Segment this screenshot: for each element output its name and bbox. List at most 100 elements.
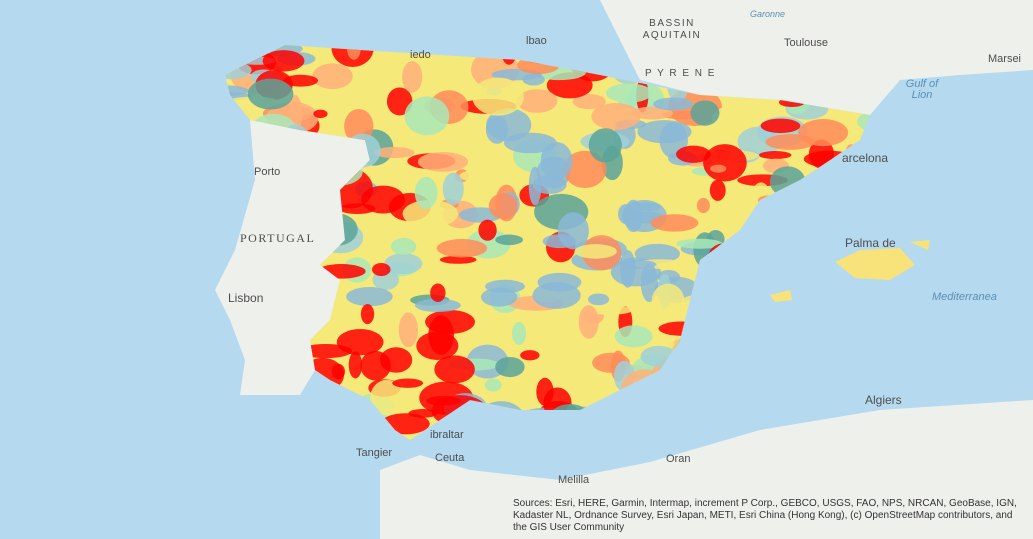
raster-patch bbox=[624, 199, 643, 233]
raster-patch bbox=[578, 305, 599, 339]
raster-patch bbox=[522, 73, 545, 86]
raster-patch bbox=[371, 262, 391, 277]
raster-patch bbox=[591, 102, 641, 130]
place-label: Algiers bbox=[865, 393, 902, 407]
raster-patch bbox=[386, 87, 413, 116]
place-label: P Y R E N E bbox=[645, 68, 716, 79]
raster-patch bbox=[484, 378, 502, 392]
raster-patch bbox=[690, 100, 720, 126]
raster-patch bbox=[711, 105, 754, 133]
raster-patch bbox=[520, 350, 540, 361]
raster-patch bbox=[563, 150, 607, 189]
portugal bbox=[215, 120, 370, 395]
raster-patch bbox=[373, 147, 415, 158]
raster-patch bbox=[495, 234, 523, 246]
raster-patch bbox=[439, 255, 477, 264]
place-label: Lisbon bbox=[228, 291, 263, 305]
raster-patch bbox=[696, 197, 710, 214]
raster-patch bbox=[605, 83, 652, 103]
raster-patch bbox=[484, 279, 526, 294]
place-label: Tangier bbox=[356, 447, 392, 459]
raster-patch bbox=[495, 356, 525, 378]
raster-patch bbox=[651, 283, 685, 319]
raster-patch bbox=[676, 238, 723, 249]
place-label: Porto bbox=[254, 166, 280, 178]
raster-patch bbox=[758, 151, 792, 160]
place-label: Ceuta bbox=[435, 452, 465, 464]
raster-patch bbox=[360, 304, 375, 325]
raster-patch bbox=[430, 283, 446, 303]
country-label: PORTUGAL bbox=[240, 231, 315, 245]
raster-patch bbox=[574, 244, 617, 259]
sea-label: Mediterranea bbox=[932, 291, 997, 303]
raster-patch bbox=[503, 132, 557, 154]
place-label: Toulouse bbox=[784, 37, 828, 49]
raster-patch bbox=[637, 120, 692, 144]
place-label: Palma de bbox=[845, 236, 896, 250]
place-label: Oran bbox=[666, 453, 690, 465]
place-label: arcelona bbox=[842, 151, 888, 165]
raster-patch bbox=[478, 219, 497, 241]
raster-patch bbox=[425, 310, 475, 334]
raster-patch bbox=[539, 329, 568, 355]
balearic-islands bbox=[770, 240, 930, 302]
raster-patch bbox=[488, 193, 518, 219]
raster-patch bbox=[459, 170, 488, 182]
place-label: Marsei bbox=[988, 53, 1021, 65]
raster-patch bbox=[392, 378, 424, 388]
raster-patch bbox=[653, 97, 694, 111]
sea-label: Gulf of bbox=[906, 78, 939, 90]
attribution: Sources: Esri, HERE, Garmin, Intermap, i… bbox=[513, 498, 1017, 533]
place-label: BASSIN bbox=[649, 18, 695, 29]
place-label: iedo bbox=[410, 49, 431, 61]
raster-patch bbox=[634, 243, 680, 264]
raster-patch bbox=[587, 293, 610, 306]
raster-patch bbox=[346, 286, 393, 307]
raster-patch bbox=[404, 96, 450, 136]
raster-patch bbox=[798, 119, 849, 147]
raster-patch bbox=[312, 63, 353, 90]
raster-patch bbox=[676, 145, 711, 163]
raster-patch bbox=[384, 253, 423, 275]
france bbox=[600, 0, 1033, 115]
africa bbox=[380, 400, 1033, 539]
raster-patch bbox=[442, 172, 464, 206]
raster-patch bbox=[532, 281, 581, 309]
raster-patch bbox=[485, 115, 509, 144]
sea-label: Lion bbox=[912, 89, 933, 101]
place-label: lbao bbox=[526, 35, 547, 47]
raster-patch bbox=[703, 144, 747, 182]
raster-patch bbox=[709, 179, 726, 201]
raster-patch bbox=[572, 93, 606, 110]
raster-patch bbox=[540, 141, 573, 180]
raster-patch bbox=[434, 355, 475, 384]
raster-patch bbox=[511, 322, 527, 345]
raster-patch bbox=[760, 118, 801, 134]
raster-patch bbox=[472, 77, 524, 116]
raster-patch bbox=[414, 298, 461, 313]
raster-patch bbox=[414, 176, 438, 209]
raster-patch bbox=[313, 109, 328, 119]
raster-patch bbox=[402, 61, 423, 93]
raster-patch bbox=[370, 379, 405, 416]
raster-patch bbox=[516, 89, 558, 113]
raster-patch bbox=[402, 200, 459, 228]
raster-patch bbox=[417, 151, 469, 172]
raster-patch bbox=[650, 214, 699, 232]
raster-patch bbox=[640, 262, 658, 303]
raster-patch bbox=[436, 239, 488, 258]
raster-patch bbox=[379, 347, 413, 373]
raster-patch bbox=[631, 106, 673, 120]
raster-patch bbox=[348, 351, 363, 379]
raster-patch bbox=[339, 203, 376, 215]
river-label: Garonne bbox=[750, 9, 785, 19]
raster-patch bbox=[247, 78, 294, 110]
raster-patch bbox=[557, 212, 589, 250]
raster-patch bbox=[262, 50, 305, 72]
raster-patch bbox=[614, 325, 653, 348]
raster-patch bbox=[588, 128, 622, 163]
raster-patch bbox=[710, 164, 727, 173]
place-label: Melilla bbox=[558, 474, 590, 486]
